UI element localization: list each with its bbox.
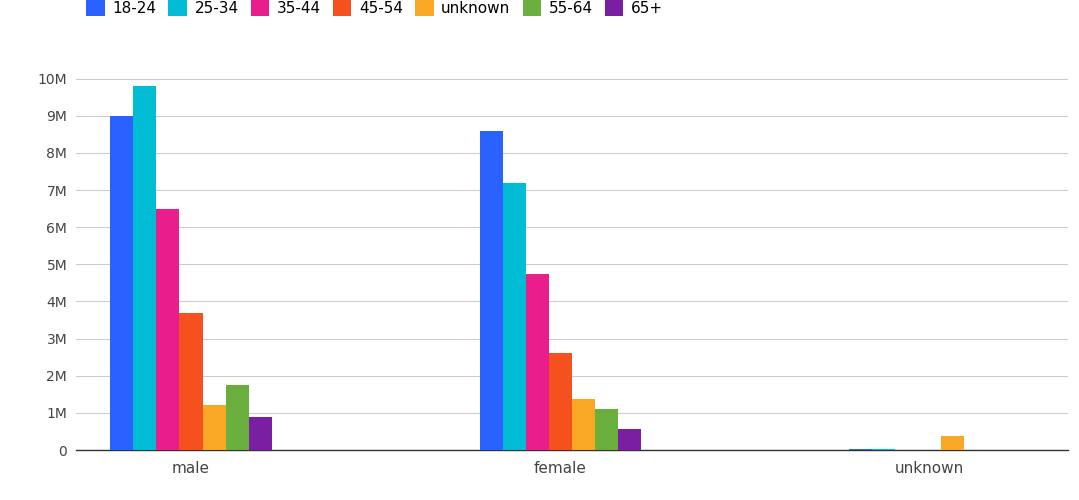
Bar — [133, 86, 156, 450]
Legend: 18-24, 25-34, 35-44, 45-54, unknown, 55-64, 65+: 18-24, 25-34, 35-44, 45-54, unknown, 55-… — [83, 0, 666, 20]
Bar — [872, 449, 896, 450]
Bar — [156, 208, 179, 450]
Bar — [179, 312, 203, 450]
Bar — [248, 416, 272, 450]
Bar — [595, 409, 618, 450]
Bar — [110, 116, 133, 450]
Bar — [503, 182, 525, 450]
Bar — [549, 354, 572, 450]
Bar — [618, 429, 641, 450]
Bar — [226, 385, 248, 450]
Bar — [525, 274, 549, 450]
Bar — [941, 436, 965, 450]
Bar — [849, 449, 872, 450]
Bar — [203, 406, 226, 450]
Bar — [572, 398, 595, 450]
Bar — [479, 130, 503, 450]
